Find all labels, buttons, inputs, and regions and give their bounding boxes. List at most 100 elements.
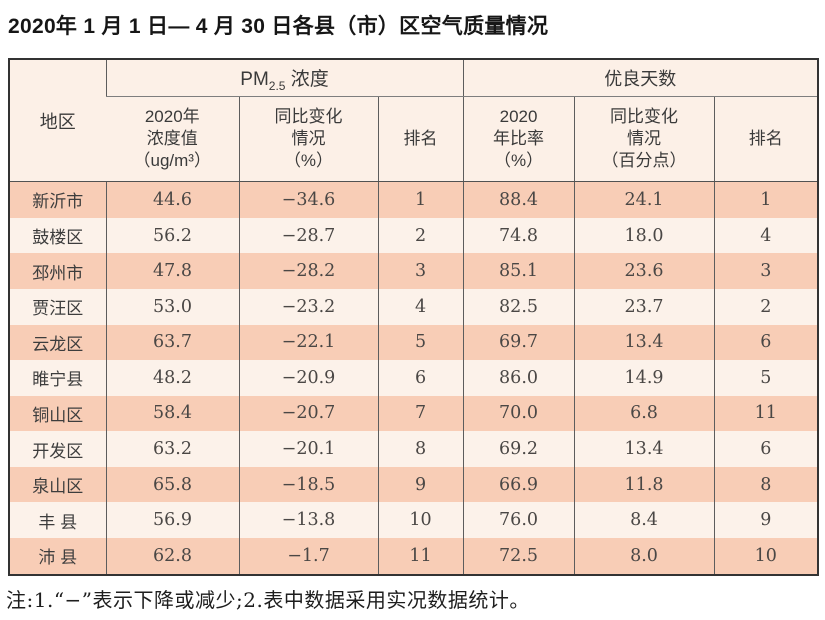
cell-pm-value: 63.7 bbox=[105, 324, 239, 361]
table-row: 邳州市 47.8 −28.2 3 85.1 23.6 3 bbox=[9, 253, 819, 289]
cell-ratio-rank: 3 bbox=[713, 253, 819, 289]
cell-region: 贾汪区 bbox=[32, 299, 84, 319]
cell-ratio-rank: 6 bbox=[713, 324, 819, 361]
cell-pm-rank: 11 bbox=[377, 537, 464, 575]
cell-ratio-rank: 6 bbox=[713, 431, 819, 467]
cell-ratio-rank: 8 bbox=[713, 466, 819, 503]
cell-ratio-change: 24.1 bbox=[573, 181, 715, 218]
table-row: 云龙区 63.7 −22.1 5 69.7 13.4 6 bbox=[9, 324, 819, 361]
cell-ratio: 86.0 bbox=[462, 360, 575, 396]
cell-pm-change: −18.5 bbox=[238, 466, 378, 503]
cell-pm-value: 56.2 bbox=[105, 217, 239, 254]
cell-pm-value: 58.4 bbox=[105, 395, 239, 432]
table-header: 地区 PM2.5 浓度 优良天数 2020年 浓度值 （ug/m³） 同比变化 … bbox=[9, 59, 819, 182]
cell-pm-change: −28.2 bbox=[238, 253, 378, 289]
column-header-pm-rank: 排名 bbox=[377, 96, 464, 182]
table-row: 鼓楼区 56.2 −28.7 2 74.8 18.0 4 bbox=[9, 217, 819, 254]
cell-ratio-rank: 11 bbox=[713, 395, 819, 432]
cell-pm-rank: 9 bbox=[377, 466, 464, 503]
cell-region: 铜山区 bbox=[32, 405, 84, 425]
cell-pm-change: −22.1 bbox=[238, 324, 378, 361]
cell-pm-rank: 3 bbox=[377, 253, 464, 289]
cell-ratio-change: 11.8 bbox=[573, 466, 715, 503]
column-group-pm25: PM2.5 浓度 bbox=[105, 59, 464, 97]
cell-pm-value: 47.8 bbox=[105, 253, 239, 289]
cell-pm-change: −20.9 bbox=[238, 360, 378, 396]
cell-pm-value: 44.6 bbox=[105, 181, 239, 218]
pm25-subscript: 2.5 bbox=[268, 78, 286, 93]
cell-pm-change: −20.7 bbox=[238, 395, 378, 432]
cell-pm-value: 56.9 bbox=[105, 502, 239, 538]
cell-pm-change: −20.1 bbox=[238, 431, 378, 467]
cell-pm-rank: 4 bbox=[377, 288, 464, 325]
pm25-group-label: PM2.5 浓度 bbox=[240, 68, 329, 93]
cell-pm-rank: 2 bbox=[377, 217, 464, 254]
cell-ratio-change: 23.6 bbox=[573, 253, 715, 289]
cell-pm-rank: 5 bbox=[377, 324, 464, 361]
cell-ratio-change: 8.4 bbox=[573, 502, 715, 538]
cell-ratio-change: 8.0 bbox=[573, 537, 715, 575]
cell-ratio-change: 14.9 bbox=[573, 360, 715, 396]
table-row: 贾汪区 53.0 −23.2 4 82.5 23.7 2 bbox=[9, 288, 819, 325]
table-row: 新沂市 44.6 −34.6 1 88.4 24.1 1 bbox=[9, 181, 819, 218]
column-header-ratio: 2020 年比率 （%） bbox=[462, 96, 575, 182]
cell-ratio-rank: 4 bbox=[713, 217, 819, 254]
cell-ratio-rank: 5 bbox=[713, 360, 819, 396]
page-title: 2020年 1 月 1 日— 4 月 30 日各县（市）区空气质量情况 bbox=[8, 15, 549, 38]
header-group-row: 地区 PM2.5 浓度 优良天数 bbox=[9, 59, 819, 182]
cell-region: 邳州市 bbox=[32, 263, 84, 283]
table-row: 铜山区 58.4 −20.7 7 70.0 6.8 11 bbox=[9, 395, 819, 432]
column-header-pm-change: 同比变化 情况 （%） bbox=[238, 96, 378, 182]
cell-ratio: 74.8 bbox=[462, 217, 575, 254]
good-days-group-label: 优良天数 bbox=[604, 69, 677, 89]
cell-ratio-change: 13.4 bbox=[573, 431, 715, 467]
cell-pm-value: 63.2 bbox=[105, 431, 239, 467]
cell-pm-rank: 8 bbox=[377, 431, 464, 467]
region-header-label: 地区 bbox=[39, 111, 76, 132]
cell-region: 开发区 bbox=[32, 441, 84, 461]
cell-pm-rank: 6 bbox=[377, 360, 464, 396]
table-body: 新沂市 44.6 −34.6 1 88.4 24.1 1 鼓楼区 56.2 −2… bbox=[9, 181, 819, 575]
cell-ratio: 66.9 bbox=[462, 466, 575, 503]
table-row: 睢宁县 48.2 −20.9 6 86.0 14.9 5 bbox=[9, 360, 819, 396]
cell-ratio: 69.2 bbox=[462, 431, 575, 467]
cell-ratio: 88.4 bbox=[462, 181, 575, 218]
cell-ratio-rank: 1 bbox=[713, 181, 819, 218]
cell-pm-change: −28.7 bbox=[238, 217, 378, 254]
cell-pm-change: −1.7 bbox=[238, 537, 378, 575]
cell-ratio: 85.1 bbox=[462, 253, 575, 289]
column-header-ratio-change: 同比变化 情况 （百分点） bbox=[573, 96, 715, 182]
cell-pm-value: 62.8 bbox=[105, 537, 239, 575]
cell-ratio: 69.7 bbox=[462, 324, 575, 361]
cell-region: 睢宁县 bbox=[32, 370, 84, 390]
cell-ratio-rank: 2 bbox=[713, 288, 819, 325]
cell-region: 丰 县 bbox=[38, 512, 78, 532]
cell-ratio: 70.0 bbox=[462, 395, 575, 432]
cell-region: 云龙区 bbox=[32, 334, 84, 354]
cell-region: 沛 县 bbox=[38, 548, 78, 568]
column-header-region: 地区 bbox=[9, 59, 106, 182]
column-group-good-days: 优良天数 bbox=[462, 59, 819, 97]
column-header-ratio-rank: 排名 bbox=[713, 96, 819, 182]
cell-pm-value: 48.2 bbox=[105, 360, 239, 396]
cell-region: 新沂市 bbox=[32, 192, 84, 212]
header-sub-row: 2020年 浓度值 （ug/m³） 同比变化 情况 （%） 排名 2020 年比… bbox=[9, 96, 819, 182]
cell-pm-change: −13.8 bbox=[238, 502, 378, 538]
cell-pm-value: 65.8 bbox=[105, 466, 239, 503]
cell-pm-value: 53.0 bbox=[105, 288, 239, 325]
table-row: 丰 县 56.9 −13.8 10 76.0 8.4 9 bbox=[9, 502, 819, 538]
cell-pm-rank: 1 bbox=[377, 181, 464, 218]
table-row: 泉山区 65.8 −18.5 9 66.9 11.8 8 bbox=[9, 466, 819, 503]
cell-pm-change: −23.2 bbox=[238, 288, 378, 325]
cell-ratio: 82.5 bbox=[462, 288, 575, 325]
cell-ratio-change: 6.8 bbox=[573, 395, 715, 432]
table-footnote: 注:1.“−”表示下降或减少;2.表中数据采用实况数据统计。 bbox=[6, 588, 530, 612]
cell-ratio-change: 23.7 bbox=[573, 288, 715, 325]
cell-ratio-rank: 10 bbox=[713, 537, 819, 575]
cell-ratio: 72.5 bbox=[462, 537, 575, 575]
table-row: 开发区 63.2 −20.1 8 69.2 13.4 6 bbox=[9, 431, 819, 467]
cell-ratio-change: 18.0 bbox=[573, 217, 715, 254]
cell-region: 泉山区 bbox=[32, 477, 84, 497]
cell-pm-change: −34.6 bbox=[238, 181, 378, 218]
cell-pm-rank: 10 bbox=[377, 502, 464, 538]
